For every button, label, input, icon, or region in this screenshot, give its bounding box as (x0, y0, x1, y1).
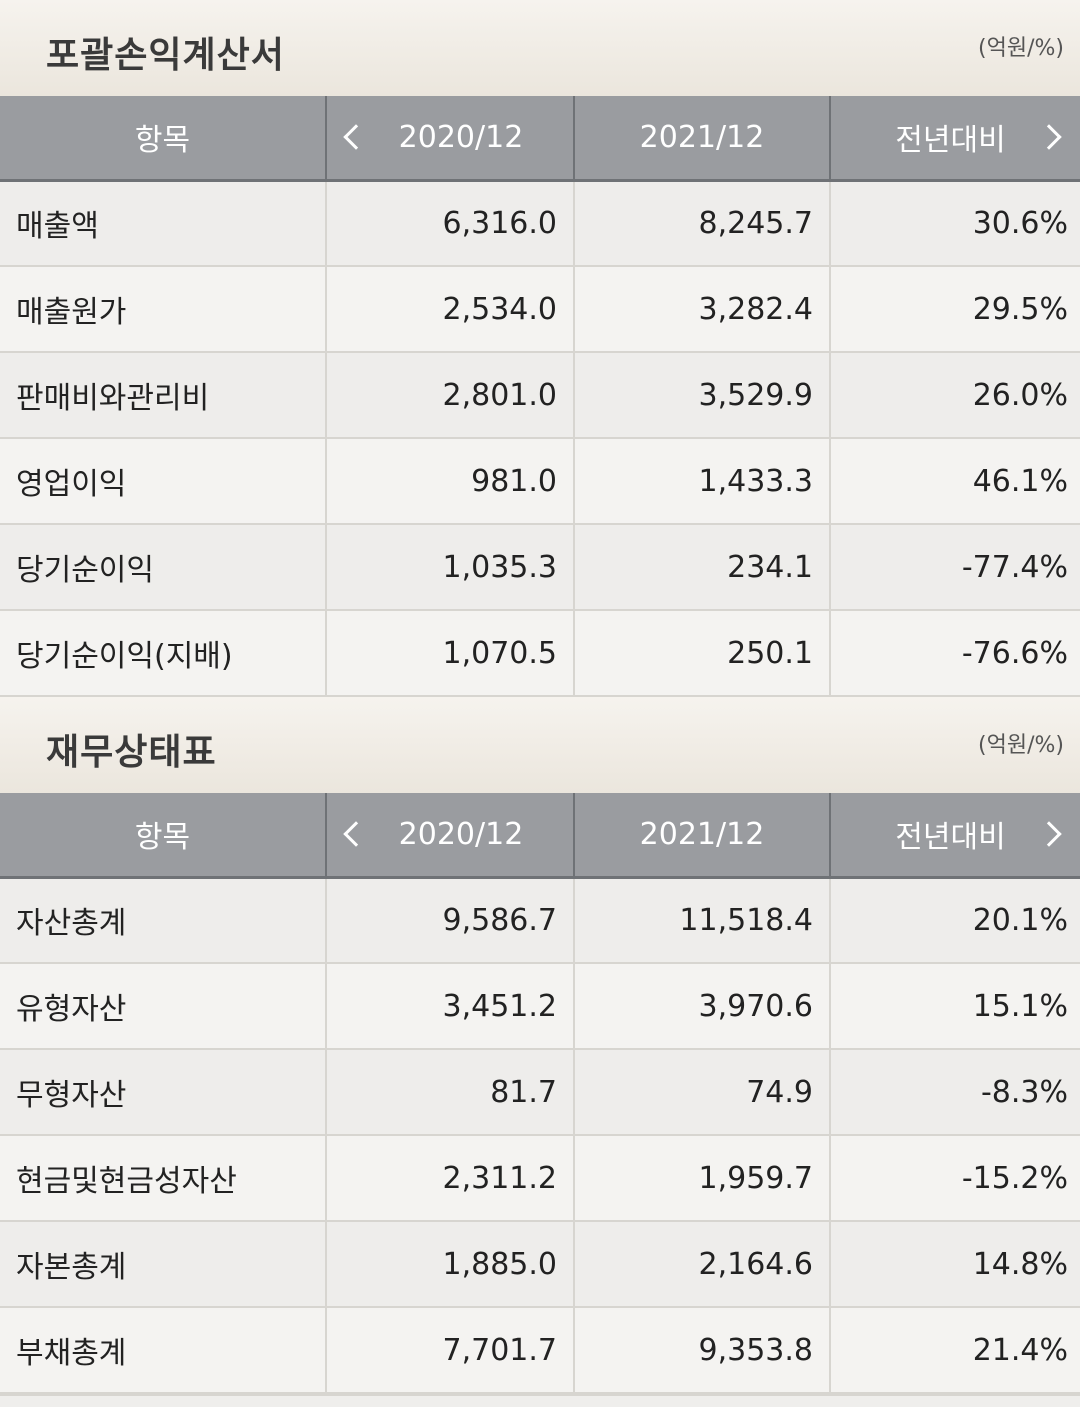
row-value-curr: 8,245.7 (574, 180, 831, 267)
row-value-yoy: -15.2% (830, 1135, 1080, 1222)
row-value-curr: 3,282.4 (574, 266, 831, 353)
table-header-row: 항목 2020/12 2021/12 전년대비 (0, 793, 1080, 879)
section-title: 재무상태표 (46, 732, 217, 773)
row-value-curr: 1,433.3 (574, 438, 831, 525)
row-value-yoy: 14.8% (830, 1221, 1080, 1308)
row-item-label: 매출원가 (0, 266, 327, 353)
bottom-divider (0, 1394, 1080, 1407)
row-value-curr: 3,970.6 (574, 963, 831, 1050)
row-item-label: 영업이익 (0, 438, 327, 525)
row-value-yoy: 30.6% (830, 180, 1080, 267)
chevron-right-icon[interactable] (1036, 124, 1062, 150)
row-value-prev: 981.0 (326, 438, 575, 525)
column-header-yoy: 전년대비 (830, 96, 1080, 182)
row-item-label: 자본총계 (0, 1221, 327, 1308)
row-item-label: 부채총계 (0, 1307, 327, 1394)
income-table-body: 매출액 6,316.0 8,245.7 30.6% 매출원가 2,534.0 3,282.4… (0, 180, 1080, 697)
row-value-yoy: 21.4% (830, 1307, 1080, 1394)
column-header-item: 항목 (0, 96, 327, 182)
row-item-label: 자산총계 (0, 877, 327, 964)
column-header-yoy: 전년대비 (830, 793, 1080, 879)
row-value-prev: 9,586.7 (326, 877, 575, 964)
table-row: 자본총계 1,885.0 2,164.6 14.8% (0, 1221, 1080, 1308)
table-row: 현금및현금성자산 2,311.2 1,959.7 -15.2% (0, 1135, 1080, 1222)
row-value-curr: 74.9 (574, 1049, 831, 1136)
row-value-yoy: -76.6% (830, 610, 1080, 697)
row-value-prev: 6,316.0 (326, 180, 575, 267)
unit-label: (억원/%) (978, 733, 1064, 758)
table-row: 당기순이익 1,035.3 234.1 -77.4% (0, 524, 1080, 611)
row-value-curr: 250.1 (574, 610, 831, 697)
row-item-label: 현금및현금성자산 (0, 1135, 327, 1222)
table-row: 매출원가 2,534.0 3,282.4 29.5% (0, 266, 1080, 353)
row-value-yoy: 29.5% (830, 266, 1080, 353)
table-row: 영업이익 981.0 1,433.3 46.1% (0, 438, 1080, 525)
balance-table-body: 자산총계 9,586.7 11,518.4 20.1% 유형자산 3,451.2 3,970… (0, 877, 1080, 1394)
row-value-curr: 234.1 (574, 524, 831, 611)
income-table: 항목 2020/12 2021/12 전년대비 매출액 6,316.0 8,245.… (0, 96, 1080, 697)
row-value-curr: 9,353.8 (574, 1307, 831, 1394)
table-row: 판매비와관리비 2,801.0 3,529.9 26.0% (0, 352, 1080, 439)
column-header-prev-period: 2020/12 (326, 96, 575, 182)
row-value-yoy: -8.3% (830, 1049, 1080, 1136)
table-row: 자산총계 9,586.7 11,518.4 20.1% (0, 877, 1080, 964)
row-value-prev: 2,801.0 (326, 352, 575, 439)
table-row: 당기순이익(지배) 1,070.5 250.1 -76.6% (0, 610, 1080, 697)
section-title: 포괄손익계산서 (46, 35, 285, 76)
column-header-item: 항목 (0, 793, 327, 879)
row-value-prev: 7,701.7 (326, 1307, 575, 1394)
row-value-prev: 1,885.0 (326, 1221, 575, 1308)
row-value-prev: 81.7 (326, 1049, 575, 1136)
row-value-yoy: 20.1% (830, 877, 1080, 964)
row-value-yoy: 26.0% (830, 352, 1080, 439)
row-value-yoy: 46.1% (830, 438, 1080, 525)
unit-label: (억원/%) (978, 36, 1064, 61)
row-value-prev: 3,451.2 (326, 963, 575, 1050)
row-value-prev: 2,534.0 (326, 266, 575, 353)
row-value-curr: 1,959.7 (574, 1135, 831, 1222)
row-value-curr: 11,518.4 (574, 877, 831, 964)
column-header-curr-period: 2021/12 (574, 96, 831, 182)
chevron-left-icon[interactable] (343, 821, 369, 847)
row-item-label: 당기순이익(지배) (0, 610, 327, 697)
table-row: 부채총계 7,701.7 9,353.8 21.4% (0, 1307, 1080, 1394)
table-row: 무형자산 81.7 74.9 -8.3% (0, 1049, 1080, 1136)
table-row: 매출액 6,316.0 8,245.7 30.6% (0, 180, 1080, 267)
balance-table: 항목 2020/12 2021/12 전년대비 자산총계 9,586.7 11,51… (0, 793, 1080, 1394)
row-value-curr: 2,164.6 (574, 1221, 831, 1308)
chevron-right-icon[interactable] (1036, 821, 1062, 847)
income-section-header: 포괄손익계산서 (억원/%) (0, 0, 1080, 96)
table-row: 유형자산 3,451.2 3,970.6 15.1% (0, 963, 1080, 1050)
row-item-label: 매출액 (0, 180, 327, 267)
row-value-yoy: -77.4% (830, 524, 1080, 611)
row-value-curr: 3,529.9 (574, 352, 831, 439)
table-header-row: 항목 2020/12 2021/12 전년대비 (0, 96, 1080, 182)
row-value-prev: 1,035.3 (326, 524, 575, 611)
column-header-prev-period: 2020/12 (326, 793, 575, 879)
column-header-curr-period: 2021/12 (574, 793, 831, 879)
row-item-label: 판매비와관리비 (0, 352, 327, 439)
row-item-label: 무형자산 (0, 1049, 327, 1136)
row-item-label: 유형자산 (0, 963, 327, 1050)
row-value-yoy: 15.1% (830, 963, 1080, 1050)
balance-section-header: 재무상태표 (억원/%) (0, 697, 1080, 793)
row-value-prev: 1,070.5 (326, 610, 575, 697)
row-value-prev: 2,311.2 (326, 1135, 575, 1222)
row-item-label: 당기순이익 (0, 524, 327, 611)
chevron-left-icon[interactable] (343, 124, 369, 150)
